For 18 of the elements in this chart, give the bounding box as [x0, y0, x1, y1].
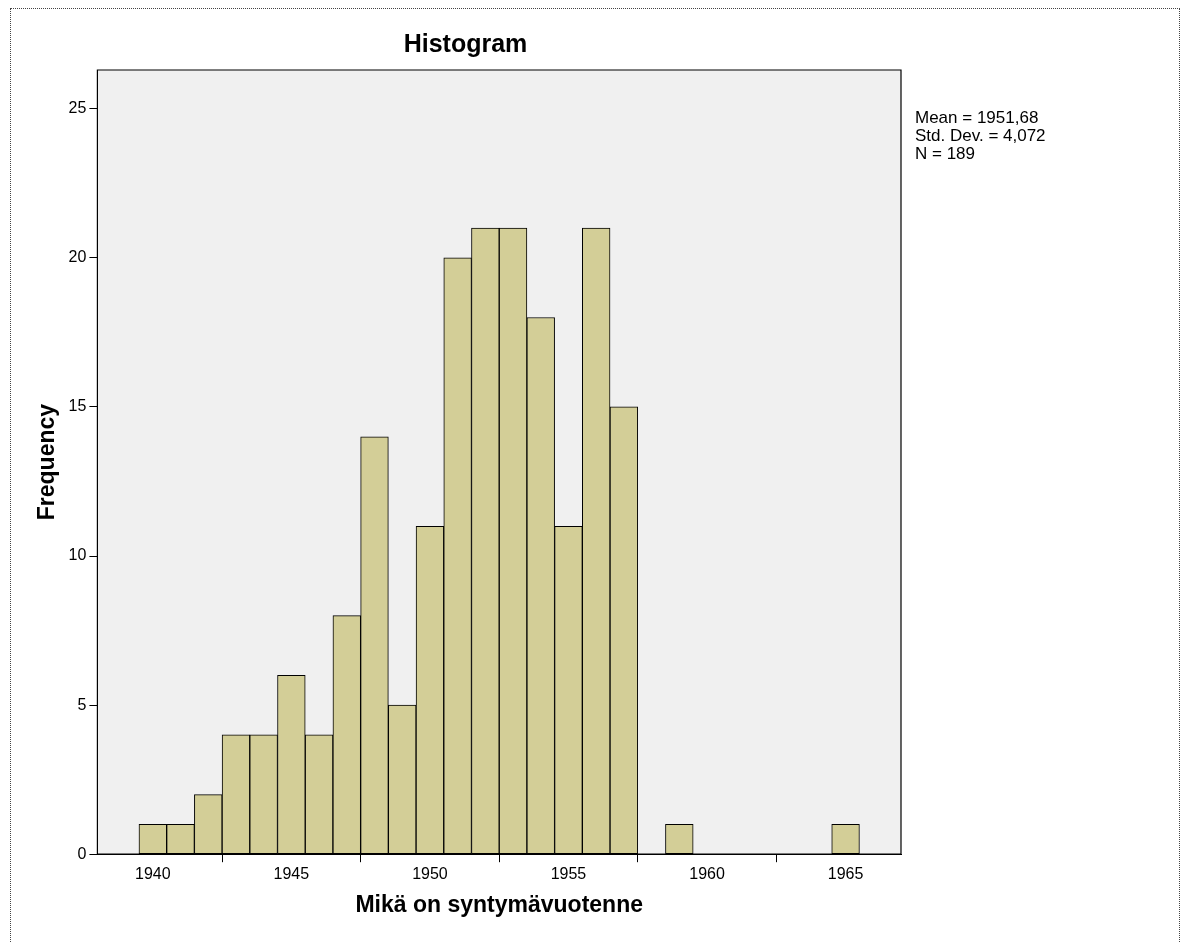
y-tick-label: 25 [68, 99, 87, 117]
x-tick-label: 1955 [550, 865, 587, 883]
x-tick-label: 1965 [827, 865, 864, 883]
x-tick-label: 1960 [689, 865, 725, 883]
text: Std. Dev. = 4,072 [915, 126, 1046, 146]
y-tick-label: 10 [68, 546, 87, 564]
chart-title: Histogram [403, 28, 528, 57]
text: Mean = 1951,68 [915, 108, 1039, 128]
y-axis-title: Frequency [33, 403, 60, 521]
x-tick-label: 1950 [412, 865, 448, 883]
y-tick-label: 20 [68, 248, 87, 266]
y-tick-label: 0 [77, 844, 87, 862]
x-tick-label: 1940 [135, 865, 171, 883]
x-tick-label: 1945 [273, 865, 310, 883]
y-tick-label: 15 [68, 397, 87, 415]
x-axis-title: Mikä on syntymävuotenne [355, 890, 643, 917]
y-tick-label: 5 [77, 695, 87, 713]
text: N = 189 [915, 144, 976, 164]
